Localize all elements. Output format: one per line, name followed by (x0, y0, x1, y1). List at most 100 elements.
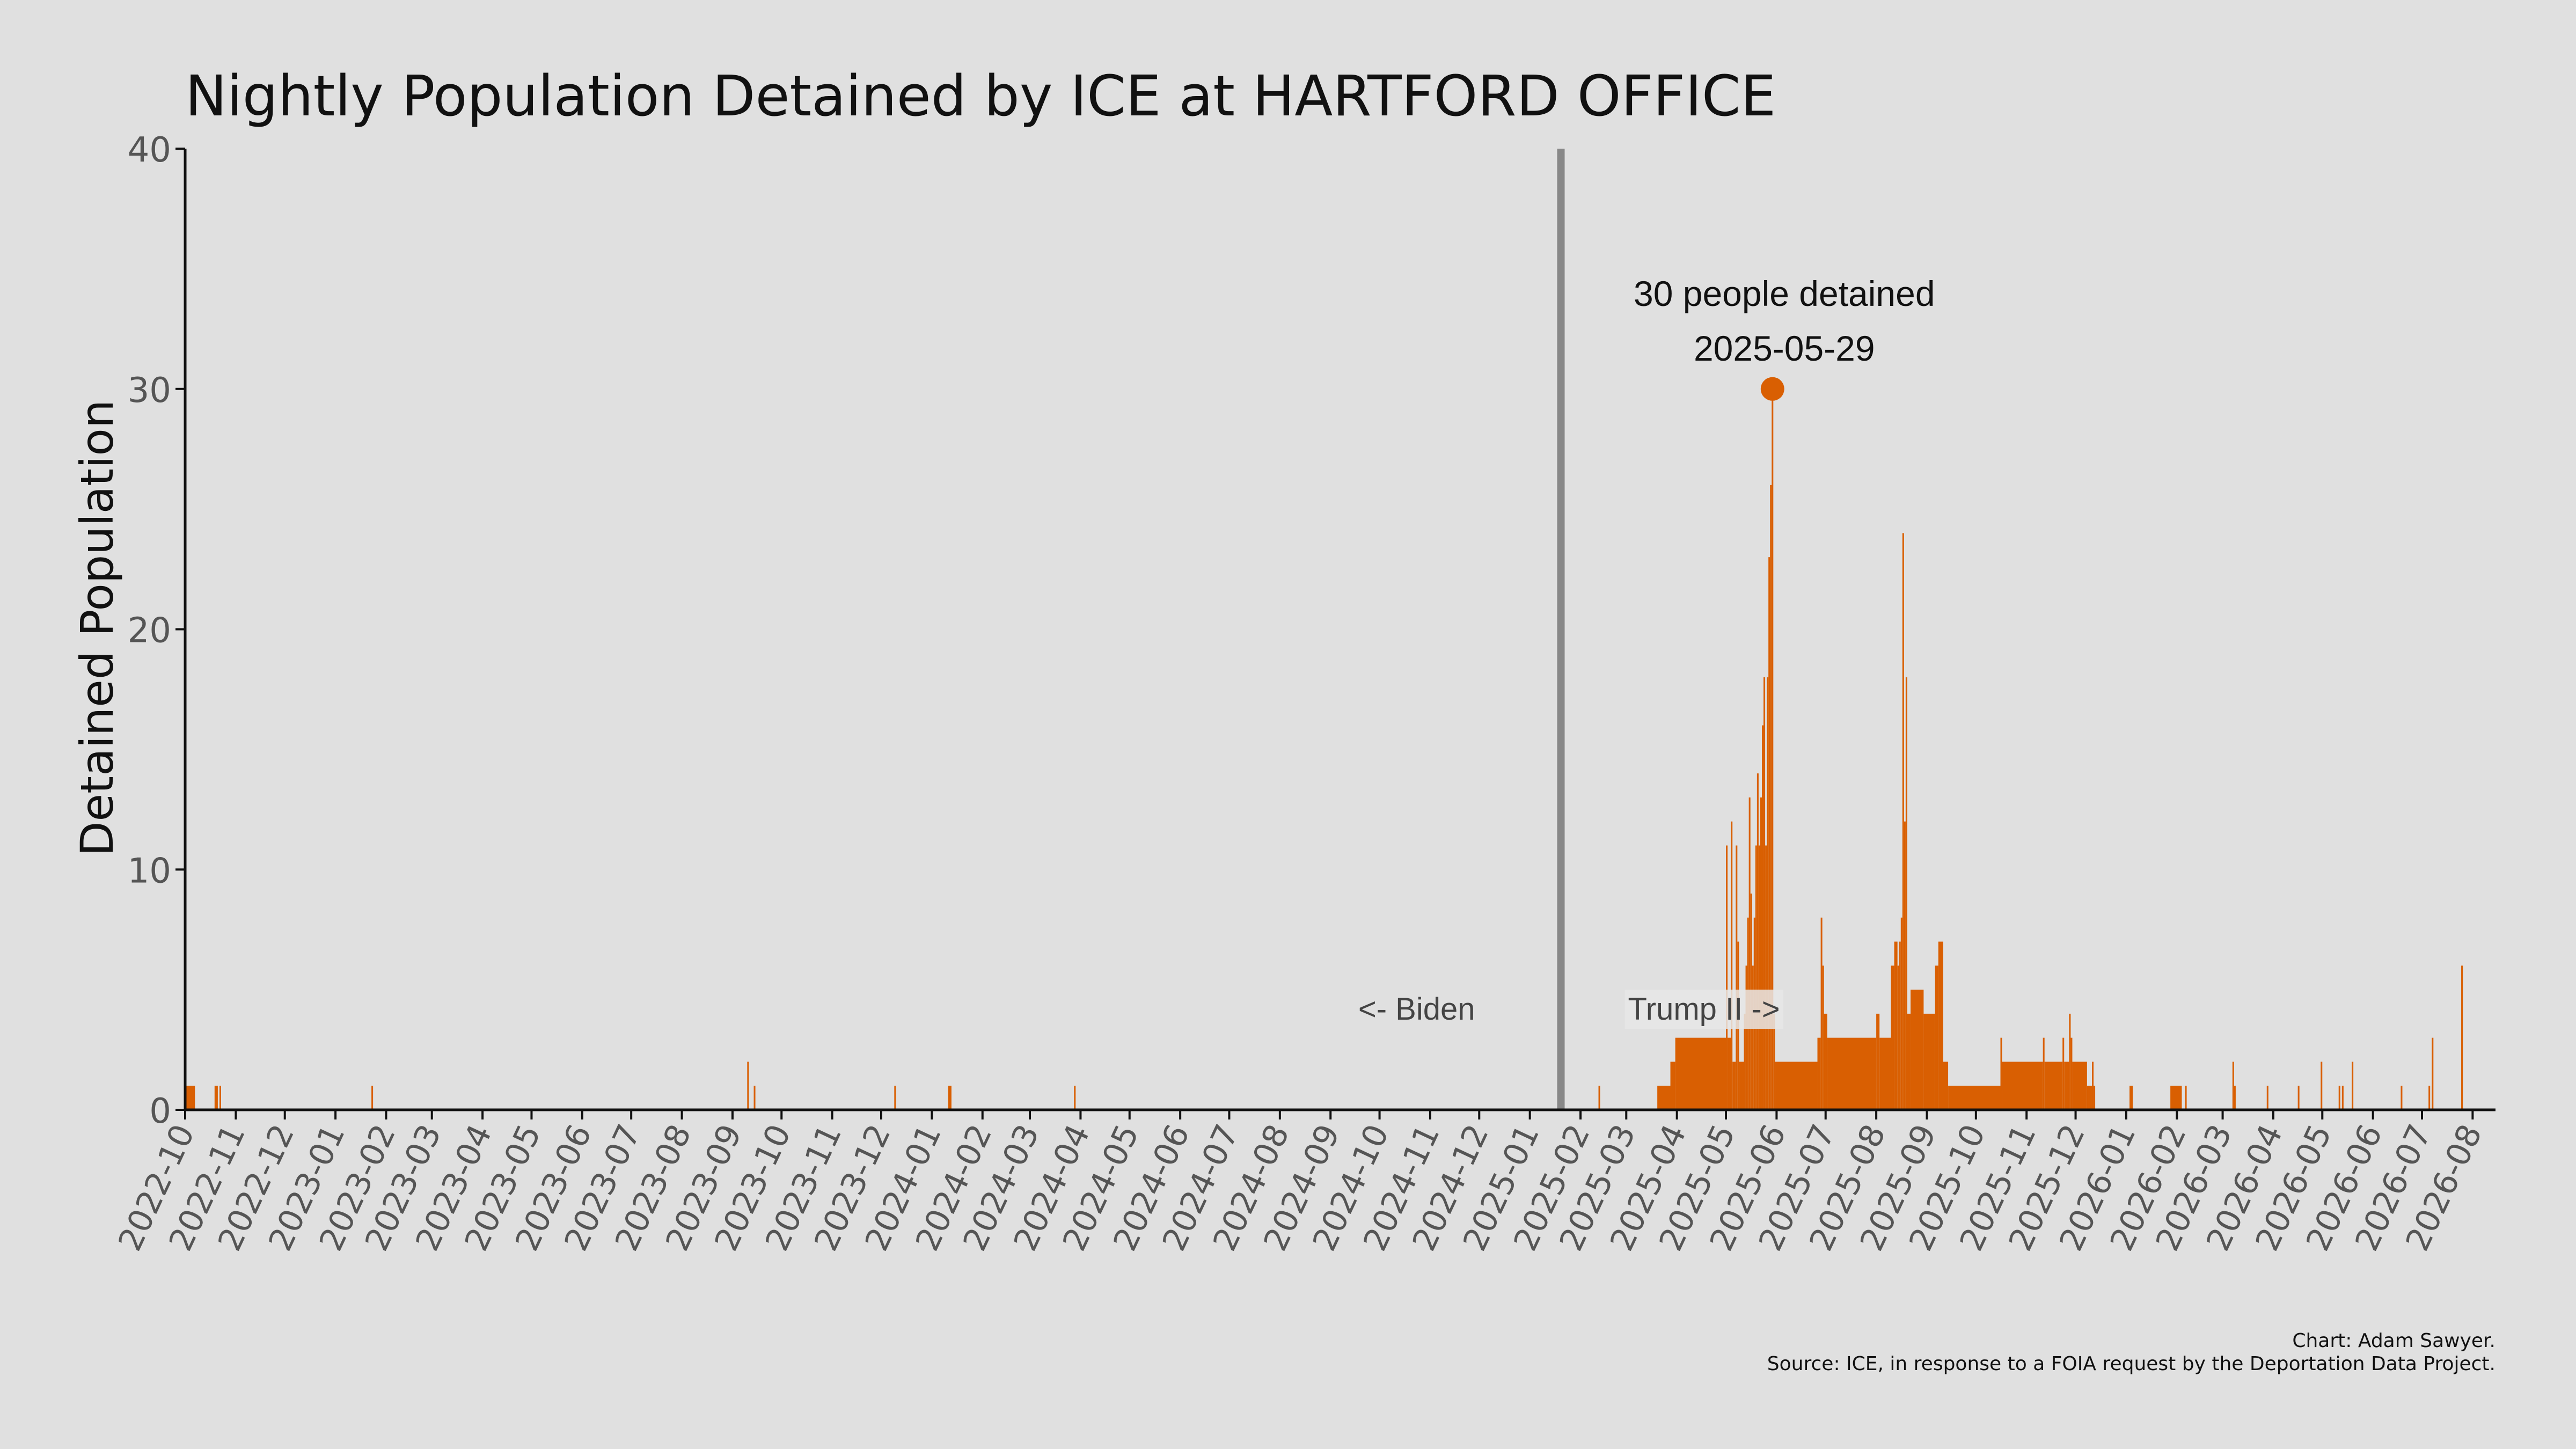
detention-bar (1775, 1062, 1818, 1110)
detention-bar (1752, 965, 1754, 1110)
detention-bar (185, 1086, 195, 1110)
biden-era-label: <- Biden (1358, 992, 1475, 1027)
y-tick-label: 20 (128, 611, 171, 651)
y-tick-label: 30 (128, 371, 171, 411)
detention-bar (2401, 1086, 2403, 1110)
chart-credit: Chart: Adam Sawyer. (2292, 1330, 2496, 1352)
detention-bar (2043, 1037, 2045, 1110)
detention-bar (2341, 1086, 2344, 1110)
detention-bar (1894, 941, 1898, 1110)
detention-bar (2321, 1062, 2323, 1110)
detention-bar (2428, 1086, 2431, 1110)
y-tick-label: 40 (128, 130, 171, 170)
detention-bar (2129, 1086, 2133, 1110)
detention-bar (1905, 677, 1907, 1110)
detention-bar (1731, 821, 1733, 1110)
detention-bar (1728, 1037, 1731, 1110)
detention-bar (1074, 1086, 1076, 1110)
detention-bar (1822, 965, 1824, 1110)
detention-bar (1670, 1062, 1675, 1110)
bars (185, 389, 2463, 1110)
detention-bar (219, 1086, 221, 1110)
detention-bar (2094, 1086, 2096, 1110)
detention-bar (1748, 797, 1751, 1110)
detention-bar (1902, 533, 1904, 1110)
detention-bar (1739, 1062, 1744, 1110)
detention-bar (2297, 1086, 2300, 1110)
detention-bar (1675, 1037, 1726, 1110)
detention-bar (1891, 965, 1894, 1110)
detention-bar (2266, 1086, 2268, 1110)
detention-bar (2091, 1062, 2094, 1110)
detention-bar (1772, 389, 1774, 1110)
detention-bar (2234, 1086, 2236, 1110)
peak-annotation-date: 2025-05-29 (1694, 328, 1875, 368)
detention-bar (1923, 1013, 1935, 1110)
detention-bar (1820, 917, 1823, 1110)
detention-bar (214, 1086, 218, 1110)
y-tick-label: 10 (128, 851, 171, 891)
detention-bar (1657, 1086, 1671, 1110)
trump-era-label: Trump II -> (1628, 992, 1780, 1027)
detention-bar (2352, 1062, 2354, 1110)
detention-bar (1763, 677, 1766, 1110)
detention-bar (2072, 1062, 2087, 1110)
detention-bar (2069, 1013, 2071, 1110)
y-axis-label: Detained Population (71, 400, 123, 856)
detention-bar (1879, 1037, 1891, 1110)
detention-bar (1907, 1013, 1911, 1110)
y-axis-ticks: 0 10 20 30 40 (128, 130, 185, 1131)
detention-bar (894, 1086, 896, 1110)
detention-bar (1758, 845, 1760, 1110)
detention-bar (1757, 773, 1759, 1110)
chart-title: Nightly Population Detained by ICE at HA… (185, 63, 1776, 129)
detention-bar (1732, 1062, 1736, 1110)
detention-bar (2064, 1062, 2069, 1110)
detention-bar (1726, 845, 1728, 1110)
detention-bar (1598, 1086, 1600, 1110)
detention-bar (948, 1086, 952, 1110)
detention-bar (2338, 1086, 2340, 1110)
detention-bar (1827, 1037, 1877, 1110)
peak-annotation-count: 30 people detained (1634, 274, 1935, 313)
detention-bar (2170, 1086, 2182, 1110)
detention-bar (1745, 965, 1747, 1110)
detention-bar (1760, 797, 1762, 1110)
detention-bar (2432, 1037, 2434, 1110)
detention-bar (1817, 1037, 1821, 1110)
detention-bar (2461, 965, 2463, 1110)
detention-bar (1755, 845, 1757, 1110)
detention-bar (1948, 1086, 2001, 1110)
detention-bar (1765, 845, 1767, 1110)
detention-bar (1897, 965, 1899, 1110)
detention-bar (1938, 941, 1943, 1110)
detention-bar (1770, 485, 1772, 1110)
detention-bar (1911, 990, 1924, 1110)
detention-bar (1773, 1013, 1775, 1110)
detention-bar (753, 1086, 756, 1110)
peak-marker (1760, 377, 1784, 401)
detention-bar (2070, 1037, 2073, 1110)
detention-bar (1824, 1013, 1827, 1110)
detention-bar (1744, 1013, 1746, 1110)
detention-bar (1904, 821, 1906, 1110)
detention-bar (747, 1062, 749, 1110)
trump-era-label-background (1624, 990, 1783, 1029)
detention-bar (1761, 725, 1764, 1110)
detention-bar (2232, 1062, 2234, 1110)
detention-bar (1943, 1062, 1949, 1110)
detention-bar (2087, 1086, 2092, 1110)
detention-bar (2185, 1086, 2187, 1110)
detention-bar (1900, 917, 1902, 1110)
detention-bar (1935, 965, 1938, 1110)
chart-source: Source: ICE, in response to a FOIA reque… (1767, 1353, 2496, 1375)
detention-bar (1768, 557, 1770, 1110)
detention-bar (2044, 1062, 2063, 1110)
detention-bar (1899, 941, 1901, 1110)
detention-bar (2062, 1037, 2065, 1110)
detention-bar (2002, 1062, 2043, 1110)
detention-bar (371, 1086, 374, 1110)
detention-bar (2000, 1037, 2002, 1110)
